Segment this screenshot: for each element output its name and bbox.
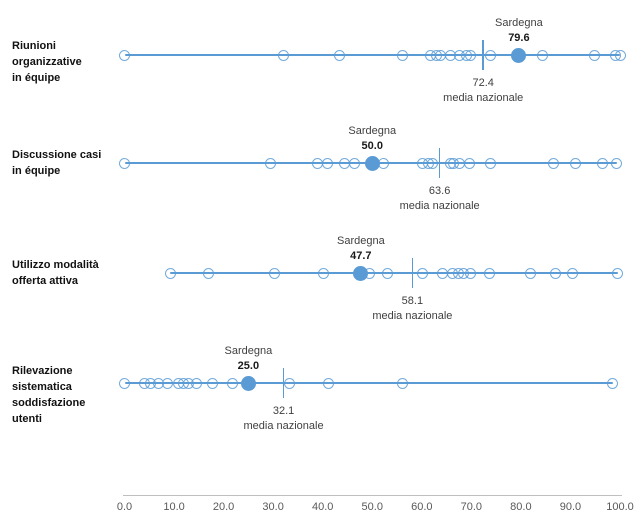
row-line-4 bbox=[124, 382, 613, 384]
x-axis-tick-label: 30.0 bbox=[262, 501, 284, 513]
highlight-name: Sardegna bbox=[336, 235, 385, 247]
data-point-circle bbox=[464, 157, 476, 169]
row-label-1: Riunioni organizzative in équipe bbox=[12, 38, 120, 86]
national-mean-value: 63.6 bbox=[428, 185, 451, 197]
data-point-circle bbox=[570, 157, 582, 169]
row-label-4: Rilevazione sistematica soddisfazione utent… bbox=[12, 363, 120, 427]
data-point-circle bbox=[566, 267, 578, 279]
data-point-circle bbox=[265, 157, 277, 169]
national-mean-label: media nazionale bbox=[443, 92, 524, 104]
data-point-circle bbox=[382, 267, 394, 279]
data-point-circle bbox=[484, 49, 496, 61]
data-point-circle bbox=[465, 267, 477, 279]
highlight-value: 25.0 bbox=[237, 360, 260, 372]
row-label-line: Rilevazione bbox=[12, 365, 73, 377]
data-point-circle bbox=[548, 157, 560, 169]
data-point-circle bbox=[607, 377, 619, 389]
row-label-line: in équipe bbox=[12, 165, 61, 177]
data-point-circle bbox=[525, 267, 537, 279]
national-mean-label: media nazionale bbox=[372, 310, 453, 322]
x-axis-tick-label: 40.0 bbox=[311, 501, 334, 513]
national-mean-value: 32.1 bbox=[272, 405, 295, 417]
data-point-circle bbox=[190, 377, 202, 389]
row-label-line: in équipe bbox=[12, 72, 61, 84]
highlight-value: 50.0 bbox=[361, 140, 383, 152]
data-point-circle bbox=[284, 377, 296, 389]
row-line-1 bbox=[124, 54, 620, 56]
row-label-line: Riunioni bbox=[12, 40, 56, 52]
data-point-circle bbox=[417, 267, 429, 279]
x-axis-tick-label: 90.0 bbox=[559, 501, 582, 513]
data-point-circle bbox=[207, 377, 219, 389]
data-point-circle bbox=[611, 157, 623, 169]
x-axis-tick-label: 100.0 bbox=[606, 501, 634, 513]
data-point-circle bbox=[277, 49, 289, 61]
data-point-circle bbox=[349, 157, 361, 169]
data-point-circle bbox=[614, 49, 626, 61]
x-axis-tick-label: 50.0 bbox=[361, 501, 383, 513]
highlight-name: Sardegna bbox=[224, 345, 273, 357]
national-mean-tick bbox=[282, 368, 285, 398]
data-point-circle bbox=[396, 377, 408, 389]
data-point-circle bbox=[612, 267, 624, 279]
data-point-circle bbox=[119, 157, 130, 169]
national-mean-label: media nazionale bbox=[243, 420, 324, 432]
data-point-circle bbox=[162, 377, 174, 389]
data-point-circle bbox=[202, 267, 214, 279]
row-label-2: Discussione casi in équipe bbox=[12, 147, 120, 179]
row-label-line: utenti bbox=[12, 413, 42, 425]
data-point-circle bbox=[119, 377, 130, 389]
data-point-circle bbox=[484, 157, 496, 169]
highlight-name: Sardegna bbox=[495, 17, 543, 29]
data-point-circle bbox=[550, 267, 562, 279]
x-axis-tick-label: 20.0 bbox=[212, 501, 235, 513]
x-axis-tick-label: 10.0 bbox=[163, 501, 185, 513]
data-point-circle bbox=[322, 157, 334, 169]
national-mean-value: 58.1 bbox=[401, 295, 424, 307]
highlight-dot-sardegna bbox=[364, 155, 380, 171]
row-label-line: organizzative bbox=[12, 56, 82, 68]
data-point-circle bbox=[426, 157, 438, 169]
x-axis-line bbox=[123, 495, 622, 496]
data-point-circle bbox=[465, 49, 477, 61]
data-point-circle bbox=[588, 49, 600, 61]
data-point-circle bbox=[119, 49, 130, 61]
data-point-circle bbox=[317, 267, 329, 279]
data-point-circle bbox=[536, 49, 548, 61]
x-axis-tick-label: 0.0 bbox=[116, 501, 133, 513]
highlight-value: 79.6 bbox=[508, 32, 530, 44]
highlight-dot-sardegna bbox=[353, 265, 369, 281]
x-axis-tick-label: 60.0 bbox=[411, 501, 433, 513]
row-label-line: Discussione casi bbox=[12, 149, 102, 161]
data-point-circle bbox=[483, 267, 495, 279]
data-point-circle bbox=[333, 49, 345, 61]
data-point-circle bbox=[268, 267, 280, 279]
x-axis-tick-label: 80.0 bbox=[510, 501, 532, 513]
data-point-circle bbox=[597, 157, 609, 169]
row-label-3: Utilizzo modalità offerta attiva bbox=[12, 257, 120, 289]
x-axis-tick-label: 70.0 bbox=[460, 501, 483, 513]
national-mean-label: media nazionale bbox=[399, 200, 480, 212]
row-label-line: Utilizzo modalità bbox=[12, 259, 99, 271]
row-label-line: soddisfazione bbox=[12, 397, 86, 409]
row-line-3 bbox=[170, 272, 618, 274]
highlight-value: 47.7 bbox=[350, 250, 372, 262]
highlight-name: Sardegna bbox=[348, 125, 397, 137]
data-point-circle bbox=[164, 267, 176, 279]
national-mean-tick bbox=[482, 40, 484, 70]
national-mean-tick bbox=[411, 258, 414, 288]
data-point-circle bbox=[227, 377, 239, 389]
highlight-dot-sardegna bbox=[511, 47, 527, 63]
data-point-circle bbox=[397, 49, 409, 61]
row-label-line: offerta attiva bbox=[12, 275, 79, 287]
national-mean-value: 72.4 bbox=[472, 77, 494, 89]
highlight-dot-sardegna bbox=[240, 375, 256, 391]
data-point-circle bbox=[322, 377, 334, 389]
row-label-line: sistematica bbox=[12, 381, 72, 393]
national-mean-tick bbox=[438, 148, 441, 178]
